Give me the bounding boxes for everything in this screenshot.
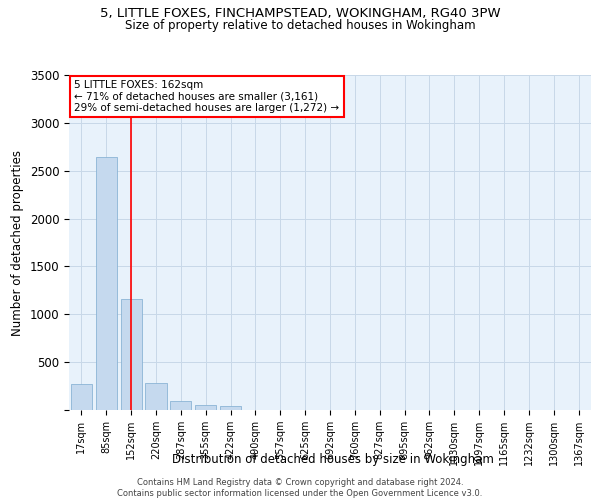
Bar xyxy=(96,158,117,410)
Bar xyxy=(220,406,241,410)
Text: 5 LITTLE FOXES: 162sqm
← 71% of detached houses are smaller (3,161)
29% of semi-: 5 LITTLE FOXES: 162sqm ← 71% of detached… xyxy=(74,80,340,113)
Bar xyxy=(121,300,142,410)
Bar xyxy=(71,384,92,410)
Bar xyxy=(195,405,216,410)
Text: Distribution of detached houses by size in Wokingham: Distribution of detached houses by size … xyxy=(172,452,494,466)
Text: Size of property relative to detached houses in Wokingham: Size of property relative to detached ho… xyxy=(125,18,475,32)
Bar xyxy=(170,401,191,410)
Bar xyxy=(145,382,167,410)
Text: Contains HM Land Registry data © Crown copyright and database right 2024.
Contai: Contains HM Land Registry data © Crown c… xyxy=(118,478,482,498)
Y-axis label: Number of detached properties: Number of detached properties xyxy=(11,150,24,336)
Text: 5, LITTLE FOXES, FINCHAMPSTEAD, WOKINGHAM, RG40 3PW: 5, LITTLE FOXES, FINCHAMPSTEAD, WOKINGHA… xyxy=(100,8,500,20)
